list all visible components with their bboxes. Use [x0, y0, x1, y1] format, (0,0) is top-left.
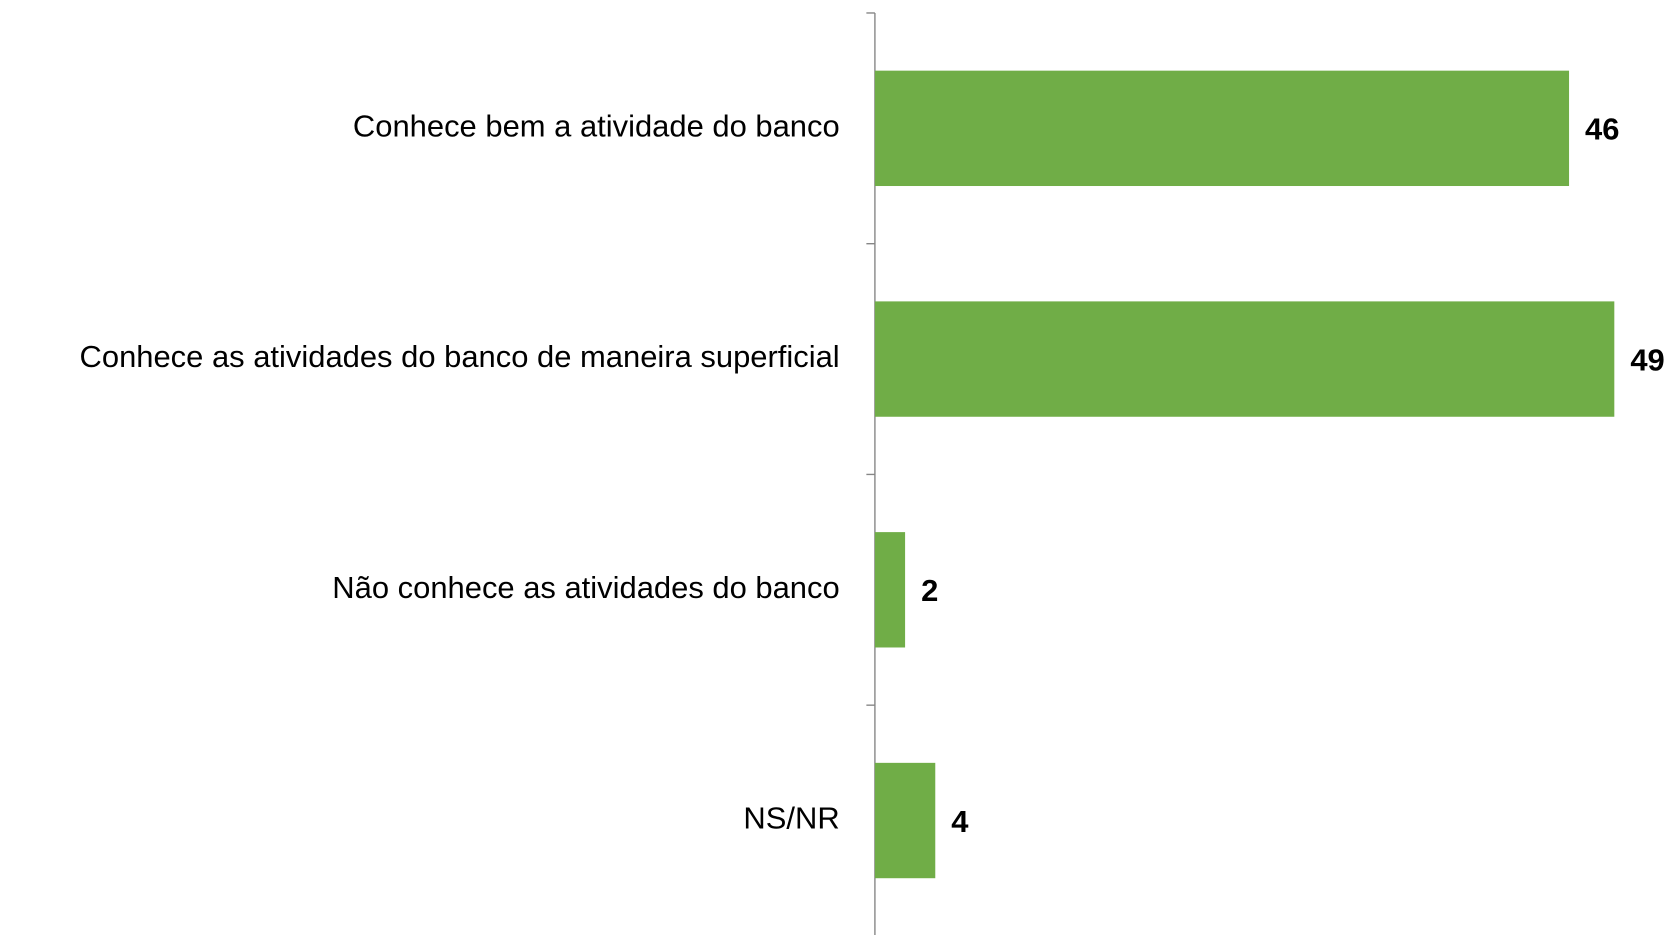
category-label: Conhece as atividades do banco de maneir…: [80, 339, 840, 374]
value-label: 49: [1630, 342, 1664, 377]
value-label: 4: [951, 804, 969, 839]
category-label: Não conhece as atividades do banco: [332, 570, 839, 605]
value-label: 46: [1585, 112, 1619, 147]
bar: [874, 301, 1615, 417]
value-label: 2: [921, 573, 938, 608]
bar: [874, 70, 1570, 187]
category-label: Conhece bem a atividade do banco: [353, 109, 840, 144]
bar: [874, 762, 936, 879]
category-label: NS/NR: [743, 801, 839, 836]
bar: [874, 532, 906, 648]
